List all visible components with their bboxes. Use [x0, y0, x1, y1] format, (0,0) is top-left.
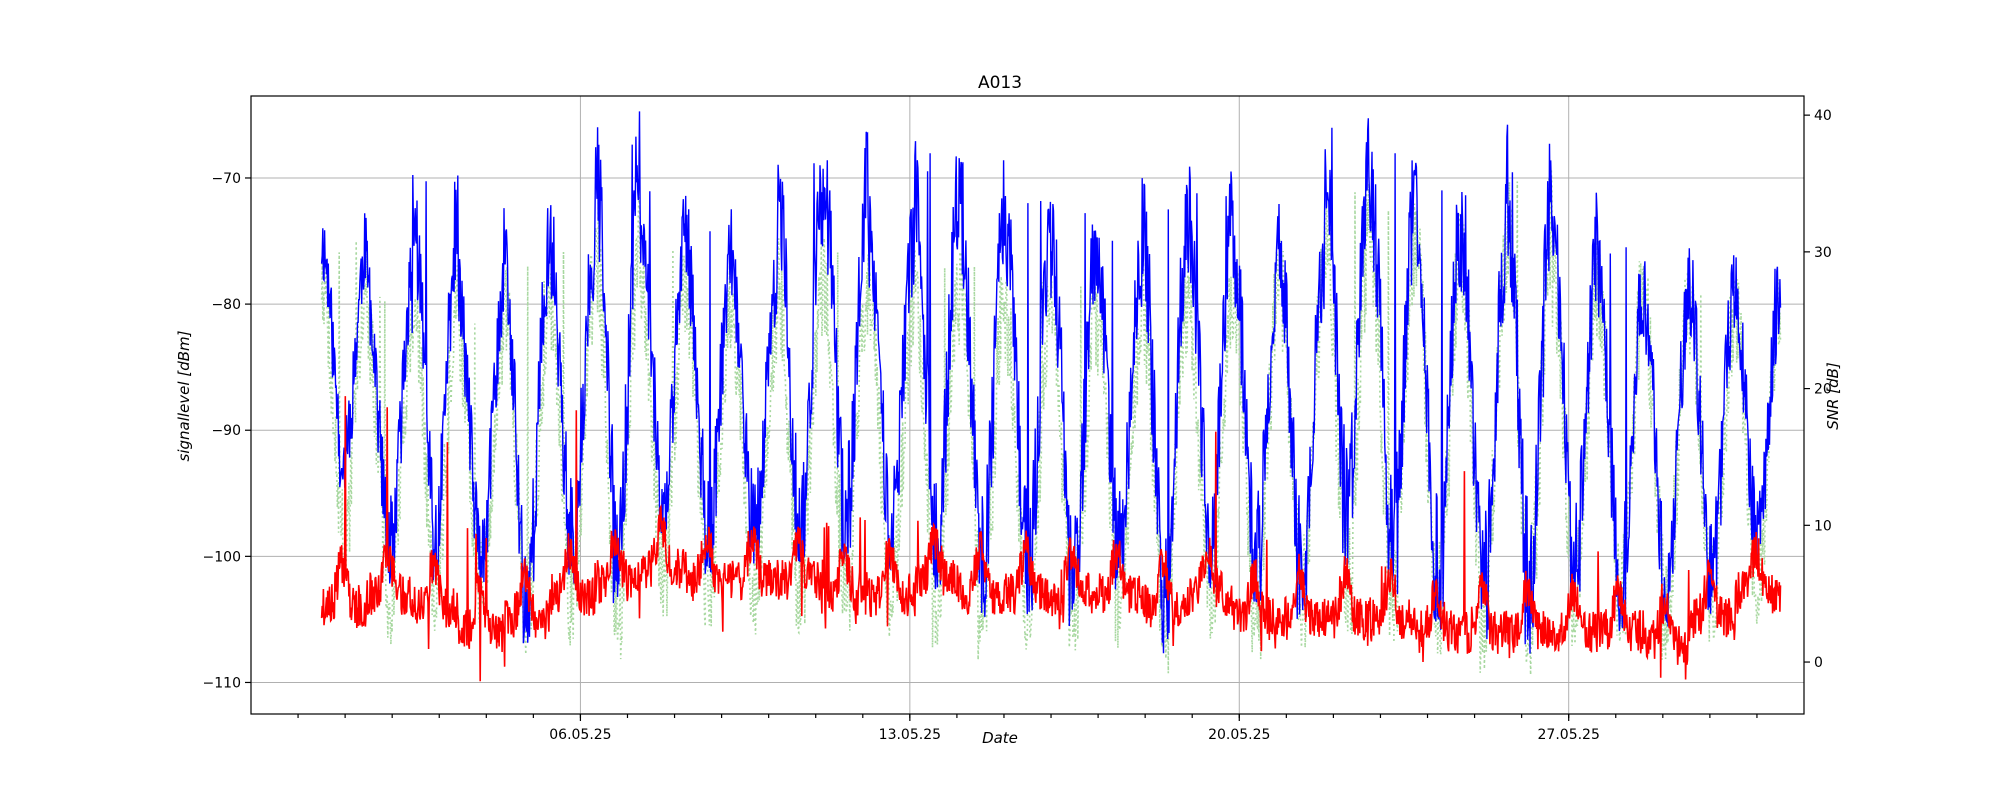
- x-tick-label: 06.05.25: [549, 727, 611, 743]
- chart-title: A013: [978, 73, 1022, 93]
- right-y-tick-label: 40: [1814, 108, 1832, 124]
- x-tick-label: 20.05.25: [1208, 727, 1270, 743]
- noise-series-line: [320, 396, 1782, 682]
- left-y-tick-label: −70: [211, 171, 241, 187]
- right-y-tick-label: 10: [1814, 518, 1832, 534]
- left-y-axis-label: signallevel [dBm]: [175, 330, 193, 461]
- right-y-tick-label: 30: [1814, 245, 1832, 261]
- signal-series-line: [320, 111, 1782, 654]
- right-y-tick-label: 0: [1814, 655, 1823, 671]
- x-tick-label: 27.05.25: [1538, 727, 1600, 743]
- x-tick-label: 13.05.25: [879, 727, 941, 743]
- labels: −110 −100 −90 −80 −70 06.05.25 13.05.25 20.05.2…: [203, 108, 1832, 743]
- axes: [245, 95, 1810, 721]
- left-y-tick-label: −100: [203, 549, 241, 565]
- right-y-tick-label: 20: [1814, 382, 1832, 398]
- left-y-tick-label: −80: [211, 297, 241, 313]
- right-y-axis-label: SNR [dB]: [1824, 362, 1842, 430]
- left-y-tick-label: −90: [211, 423, 241, 439]
- plot-frame: [250, 95, 1805, 715]
- plot-series: [320, 111, 1782, 682]
- left-y-tick-label: −110: [203, 675, 241, 691]
- x-axis-label: Date: [982, 729, 1018, 747]
